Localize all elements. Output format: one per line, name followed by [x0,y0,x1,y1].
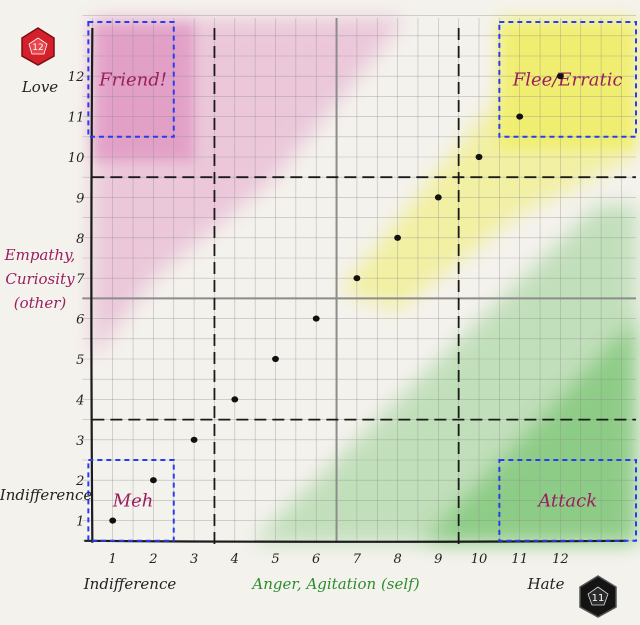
zone-label-meh: Meh [112,490,154,511]
x-tick-label: 5 [271,552,279,567]
y-tick-label: 7 [76,272,85,287]
x-tick-label: 1 [109,552,117,567]
y-tick-label: 9 [76,191,84,206]
y-axis-label: Empathy, Curiosity (other) [4,246,76,312]
x-tick-label: 8 [393,552,401,567]
data-point-3 [190,436,198,443]
y-tick-label: 2 [75,474,84,489]
red-die-face: 12 [32,43,43,53]
zone-boxes: Friend! Flee/Erratic Meh Attack [87,21,637,542]
zone-label-attack: Attack [536,490,597,511]
y-tick-label: 11 [68,111,85,126]
data-point-4 [231,396,239,403]
black-die-face: 11 [592,593,605,604]
data-point-5 [272,355,279,363]
x-tick-label: 12 [552,552,569,567]
x-tick-label: 9 [434,552,442,567]
data-point-2 [150,477,157,484]
y-tick-label: 8 [76,232,84,247]
y-tick-label: 5 [76,353,84,368]
y-tick-label: 3 [76,434,84,449]
data-point-11 [516,113,524,120]
flee-strong-wash [499,22,636,149]
y-tick-label: 1 [76,515,84,530]
x-tick-label: 7 [353,552,362,567]
y-bottom-label: Indifference [0,486,92,504]
zone-box-flee-erratic [498,21,637,138]
friend-wash [92,22,195,161]
threshold-lines [92,28,636,547]
y-tick-label: 4 [75,393,84,408]
zone-box-friend [87,21,175,138]
attack-wash [422,318,636,543]
data-point-7 [353,275,361,282]
x-tick-label: 4 [230,552,239,567]
d12-black-die-icon: 11 [579,575,617,618]
y-tick-label: 10 [68,151,85,166]
data-point-8 [394,234,401,241]
x-axis-label: Anger, Agitation (self) [250,575,419,593]
x-left-label: Indifference [83,575,177,593]
y-tick-label: 12 [68,70,85,85]
y-axis-label-line: Empathy, [4,246,76,264]
x-tick-label: 3 [190,552,198,567]
y-tick-label: 6 [76,313,84,328]
y-axis-line [90,27,94,543]
data-points [109,73,564,524]
data-point-12 [557,73,564,80]
x-tick-label: 11 [511,552,528,567]
zone-label-flee-erratic: Flee/Erratic [512,69,623,90]
x-tick-label: 2 [148,552,157,567]
data-point-9 [434,194,442,201]
x-right-label: Hate [527,575,565,593]
data-point-1 [109,517,117,524]
y-axis-label-line: Curiosity [5,270,75,288]
x-tick-label: 6 [312,552,320,567]
data-point-10 [475,153,483,161]
zone-label-friend: Friend! [98,69,167,90]
y-axis-label-line: (other) [14,294,67,312]
data-point-6 [312,315,320,322]
y-top-label: Love [21,78,58,96]
x-tick-label: 10 [471,552,488,567]
zone-box-meh [87,459,175,542]
d12-red-die-icon: 12 [21,27,55,66]
